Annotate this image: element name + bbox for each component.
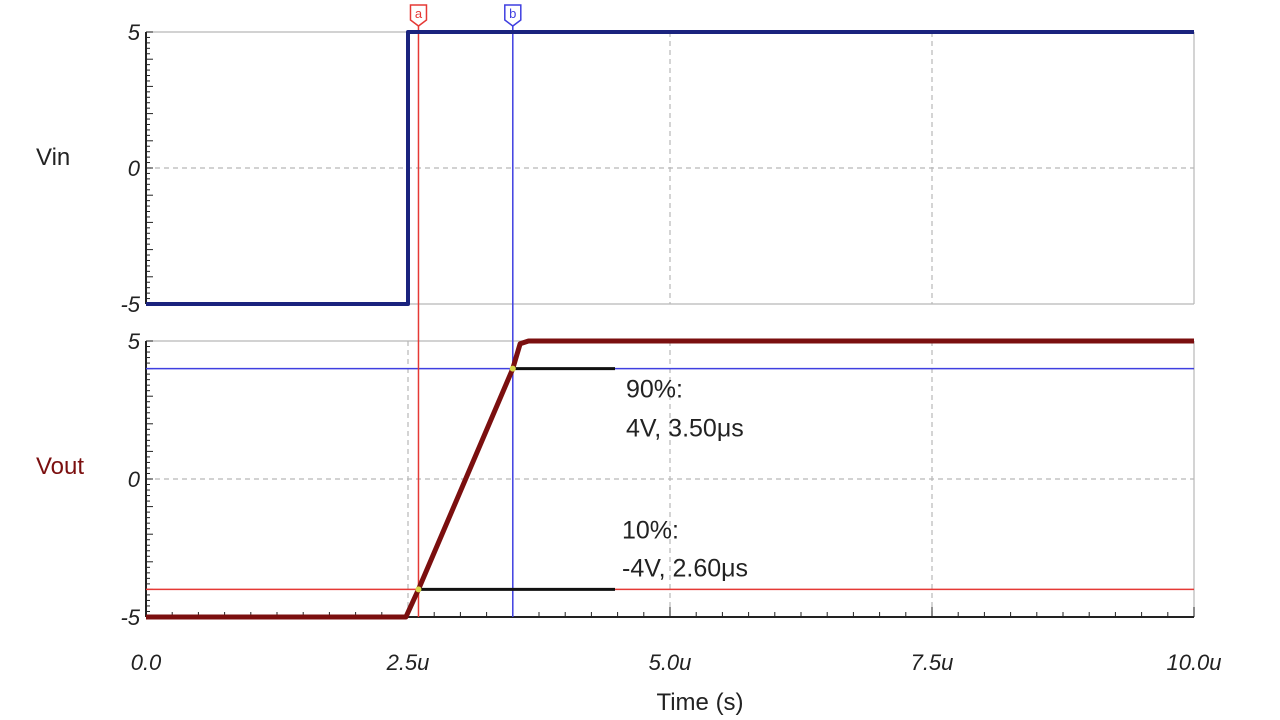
y-tick-label: -5 bbox=[120, 605, 140, 630]
y-axis-label-vout: Vout bbox=[36, 453, 84, 480]
annotation-label: 90%: bbox=[626, 376, 683, 404]
x-tick-label: 0.0 bbox=[131, 650, 162, 675]
y-axis-label-vin: Vin bbox=[36, 144, 70, 171]
x-tick-label: 5.0u bbox=[649, 650, 692, 675]
x-axis-label: Time (s) bbox=[656, 689, 743, 716]
x-tick-label: 10.0u bbox=[1166, 650, 1221, 675]
y-tick-label: 5 bbox=[128, 329, 141, 354]
cursor-handle-a[interactable] bbox=[409, 4, 428, 27]
labels: Vin Vout Time (s) bbox=[36, 144, 744, 716]
annotations: 90%: 4V, 3.50μs 10%: -4V, 2.60μs bbox=[622, 376, 748, 583]
level-lines bbox=[146, 367, 1194, 591]
y-tick-label: 5 bbox=[128, 20, 141, 45]
y-tick-label: 0 bbox=[128, 467, 141, 492]
tick-labels: 5 0 -5 5 0 -5 0.0 2.5u 5.0u 7.5u 10.0u bbox=[120, 20, 1221, 675]
y-tick-label: -5 bbox=[120, 292, 140, 317]
cursor-tag-a[interactable]: a bbox=[415, 6, 423, 21]
measure-point bbox=[415, 586, 422, 593]
measure-point bbox=[509, 365, 516, 372]
cursor-handle-b[interactable] bbox=[504, 4, 522, 27]
y-tick-label: 0 bbox=[128, 156, 141, 181]
annotation-value: -4V, 2.60μs bbox=[622, 554, 748, 582]
series-vin bbox=[146, 30, 1194, 306]
annotation-value: 4V, 3.50μs bbox=[626, 415, 744, 443]
x-tick-label: 7.5u bbox=[911, 650, 954, 675]
cursor-tag-b[interactable]: b bbox=[509, 6, 516, 21]
annotation-label: 10%: bbox=[622, 516, 679, 544]
measure-markers bbox=[415, 365, 615, 593]
x-tick-label: 2.5u bbox=[386, 650, 430, 675]
